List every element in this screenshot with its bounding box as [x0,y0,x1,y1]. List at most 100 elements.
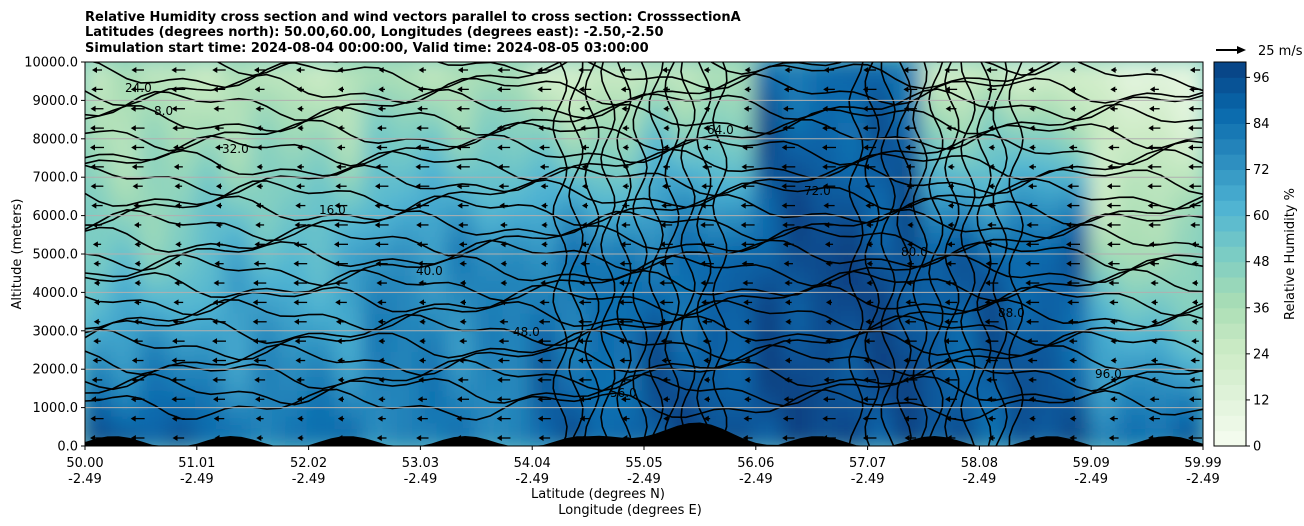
wind-vector [947,183,955,190]
wind-vector [822,125,836,132]
x-tick-label-lat: 58.08 [961,456,998,471]
wind-vector [173,144,184,151]
wind-vector [214,125,224,132]
wind-vector [130,105,145,112]
wind-vector [703,435,711,441]
rh-cell [781,309,814,333]
wind-vector [213,105,225,112]
wind-vector [863,376,877,383]
rh-cell [362,405,395,429]
wind-vector [130,415,145,422]
wind-vector [337,105,345,112]
wind-vector [621,105,630,112]
wind-vector [415,144,429,151]
rh-cell [502,62,535,84]
wind-vector [947,241,955,248]
wind-vectors [90,67,1202,441]
wind-vector [1069,415,1077,422]
wind-vector [580,260,590,267]
rh-cell [1173,386,1203,410]
wind-vector [415,202,430,209]
wind-vector [93,280,101,287]
rh-cell [725,271,758,295]
wind-vector [500,260,507,267]
rh-cell [1117,98,1150,122]
rh-cell [697,252,730,276]
wind-vector [1110,86,1118,93]
wind-vector [415,183,430,190]
wind-vector [782,241,794,248]
rh-cell [85,405,115,429]
wind-vector [862,415,877,422]
wind-vector [822,396,836,403]
rh-cell [1061,79,1094,103]
wind-vector [457,376,469,383]
rh-cell [1005,213,1038,237]
wind-vector [743,105,752,112]
rh-cell [418,62,451,84]
wind-vector [131,67,144,73]
rh-cell [530,405,563,429]
rh-cell [1117,136,1150,160]
rh-cell [1005,386,1038,410]
wind-vector [255,202,264,209]
wind-vector [581,202,589,209]
rh-cell [110,117,143,141]
wind-vector [253,67,266,73]
wind-vector [744,357,751,364]
rh-cell [474,328,507,352]
rh-cell [278,194,311,218]
wind-vector [1189,376,1201,383]
wind-vector [743,318,752,325]
rh-cell [530,156,563,180]
wind-vector [1066,241,1080,248]
wind-vector [499,202,508,209]
contour-line [85,223,1203,257]
rh-cell [1145,98,1178,122]
rh-cell [474,79,507,103]
wind-vector [944,67,958,73]
wind-vector [496,396,511,403]
wind-vector [862,396,877,403]
rh-cell [502,328,535,352]
rh-cell [977,328,1010,352]
wind-vector [987,202,996,209]
wind-vector [1109,105,1118,112]
wind-vector [90,125,104,132]
wind-vector [906,260,914,267]
wind-vector [620,241,631,248]
y-tick-label: 5000.0 [33,248,79,263]
wind-vector [984,318,999,325]
wind-vector [1148,125,1161,132]
wind-vector [378,67,385,73]
wind-vector [581,183,589,190]
rh-cell [1173,213,1203,237]
rh-cell [194,213,227,237]
x-tick-label-lat: 57.07 [849,456,886,471]
rh-cell [1061,62,1094,84]
wind-vector [1107,241,1121,248]
rh-cell [949,405,982,429]
rh-cell [949,175,982,199]
wind-vector [1147,163,1162,170]
rh-cell [278,79,311,103]
wind-vector [419,338,426,345]
rh-cell [725,309,758,333]
x-tick-label-lat: 51.01 [178,456,215,471]
wind-vector [1069,435,1077,441]
rh-cell [166,62,199,84]
wind-vector [212,67,226,73]
rh-cell [1033,290,1066,314]
wind-vector [866,299,874,306]
wind-vector [903,376,918,383]
colorbar-tick-label: 60 [1253,209,1270,224]
rh-cell [418,290,451,314]
wind-vector [622,125,630,132]
contour-line [85,373,1203,407]
wind-vector [416,415,428,422]
wind-vector [659,260,674,267]
wind-vector [784,67,793,73]
wind-vector [93,318,101,325]
wind-vector [743,299,753,306]
rh-cell [586,252,619,276]
